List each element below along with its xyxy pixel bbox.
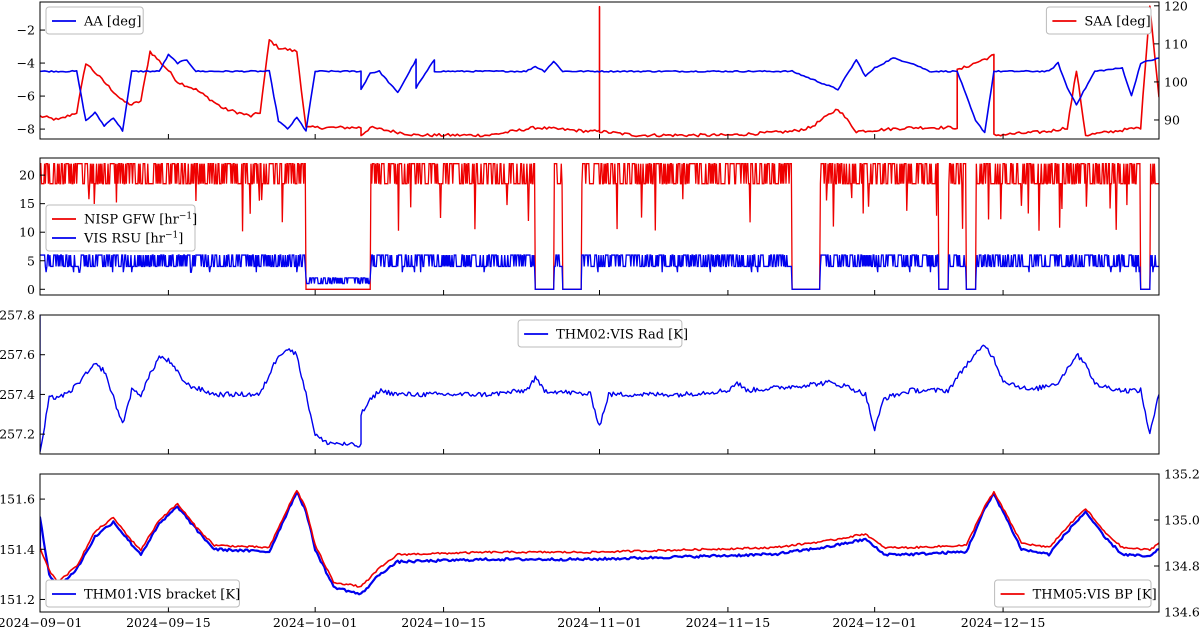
legend-thm02: THM02:VIS Rad [K] [517, 319, 688, 348]
y-tick-label: 5 [27, 253, 35, 268]
legend-rates-label: VIS RSU [hr−1] [83, 231, 183, 247]
y-tick-label: 15 [19, 196, 35, 211]
x-tick-label: 2024−11−01 [557, 615, 642, 630]
aa-series-line [40, 53, 1159, 134]
legend-aa-label: AA [deg] [83, 15, 141, 30]
legend-thm05: THM05:VIS BP [K] [994, 579, 1157, 608]
y2-tick-label: 90 [1164, 112, 1180, 127]
saa-series-line [40, 5, 1159, 138]
legend-thm05-frame [994, 579, 1152, 608]
vis-rsu-series-line [40, 254, 1159, 290]
thm05-series-line [40, 489, 1159, 588]
x-tick-label: 2024−09−15 [126, 615, 211, 630]
y-tick-label: 257.4 [0, 387, 35, 402]
y2-tick-label: 100 [1164, 74, 1188, 89]
legend-saa-label: SAA [deg] [1084, 15, 1150, 30]
thm01-series-line [40, 491, 1159, 596]
y-tick-label: 151.6 [0, 492, 35, 507]
y2-tick-label: 120 [1164, 0, 1188, 13]
legend-aa: AA [deg] [45, 6, 144, 35]
legend-aa-frame [45, 6, 144, 35]
y-tick-label: 10 [19, 225, 35, 240]
x-tick-label: 2024−11−15 [686, 615, 771, 630]
y2-tick-label: 134.6 [1164, 605, 1200, 620]
y-tick-label: −2 [17, 23, 35, 38]
legend-rates-label: NISP GFW [hr−1] [84, 212, 197, 228]
legend-thm01: THM01:VIS bracket [K] [45, 579, 240, 608]
y-tick-label: 151.4 [0, 542, 35, 557]
y-tick-label: 257.8 [0, 308, 35, 323]
legend-thm01-label: THM01:VIS bracket [K] [84, 588, 240, 603]
y-tick-label: −8 [17, 122, 35, 137]
y2-tick-label: 110 [1164, 36, 1188, 51]
legend-thm01-frame [45, 579, 240, 608]
legend-rates: NISP GFW [hr−1] VIS RSU [hr−1] [45, 204, 197, 252]
x-tick-label: 2024−10−15 [401, 615, 486, 630]
legend-rates-frame [45, 204, 196, 252]
legend-thm02-frame [517, 319, 683, 348]
legend-saa: SAA [deg] [1045, 6, 1152, 35]
y-tick-label: 20 [19, 168, 35, 183]
y-tick-label: 257.6 [0, 347, 35, 362]
y-tick-label: −6 [17, 89, 35, 104]
nisp-gfw-series-line [40, 163, 1159, 290]
legend-thm02-label: THM02:VIS Rad [K] [556, 328, 688, 343]
x-tick-label: 2024−09−01 [0, 615, 82, 630]
y-tick-label: 151.2 [0, 592, 35, 607]
y-tick-label: 0 [27, 282, 35, 297]
x-tick-label: 2024−10−01 [273, 615, 358, 630]
y2-tick-label: 135.0 [1164, 513, 1200, 528]
y-tick-label: −4 [17, 56, 35, 71]
x-tick-label: 2024−12−01 [832, 615, 917, 630]
thm02-series-line [40, 315, 1159, 453]
legend-thm05-label: THM05:VIS BP [K] [1033, 588, 1157, 603]
legend-saa-frame [1045, 6, 1152, 35]
y2-tick-label: 135.2 [1164, 467, 1200, 482]
y2-tick-label: 134.8 [1164, 559, 1200, 574]
x-tick-label: 2024−12−15 [961, 615, 1046, 630]
y-tick-label: 257.2 [0, 427, 35, 442]
